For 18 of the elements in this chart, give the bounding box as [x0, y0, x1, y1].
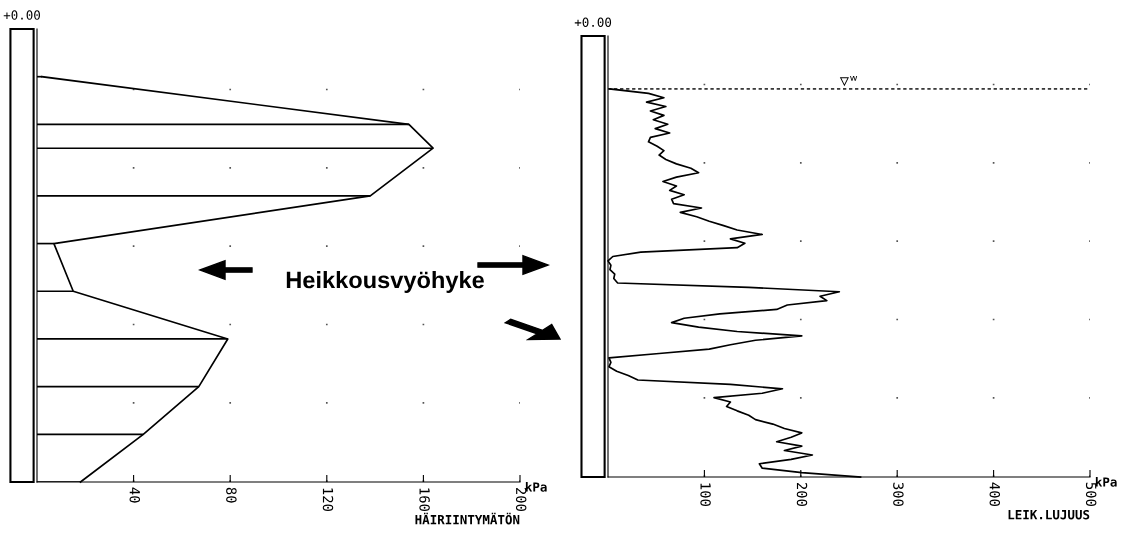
x-tick-label: 80 [226, 487, 237, 503]
x-tick-label: 500 [1085, 482, 1097, 507]
x-tick-label: 400 [989, 482, 1001, 507]
x-tick-label: 120 [322, 488, 334, 512]
annotation: Heikkousvyöhyke [286, 270, 484, 293]
text: kPa [525, 482, 547, 492]
x-tick-label: 100 [700, 483, 711, 507]
x-tick-label: 300 [893, 482, 904, 507]
x-tick-label: 200 [515, 487, 527, 512]
annotation: ▽ʷ [839, 76, 858, 87]
x-tick-label: 160 [419, 488, 430, 512]
x-axis-title: HÄIRIINTYMÄTÖN [415, 512, 520, 525]
text: +0.00 [574, 17, 612, 27]
x-tick-label: 40 [129, 487, 141, 503]
x-axis-title: LEIK.LUJUUS [1008, 509, 1090, 520]
text: +0.00 [3, 10, 41, 20]
text: kPa [1095, 477, 1117, 487]
x-tick-label: 200 [796, 482, 808, 507]
